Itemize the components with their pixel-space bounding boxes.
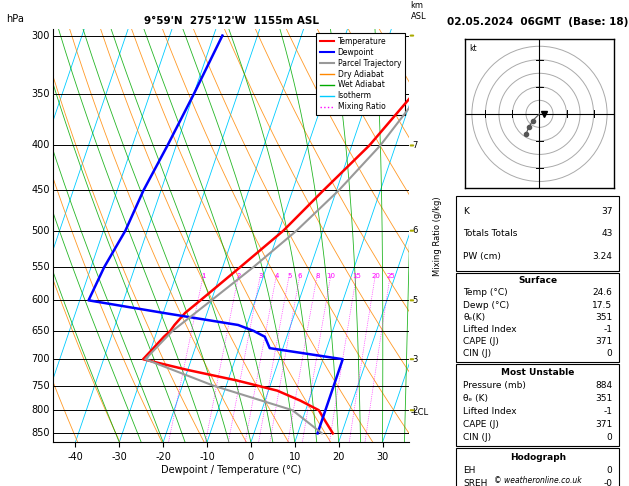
Text: 0: 0 (607, 466, 613, 475)
Text: 37: 37 (601, 207, 613, 216)
Text: CIN (J): CIN (J) (463, 349, 491, 358)
Text: kt: kt (469, 44, 477, 52)
Text: θₑ(K): θₑ(K) (463, 313, 485, 322)
Text: Surface: Surface (518, 277, 557, 285)
Text: 350: 350 (31, 89, 50, 100)
Text: 600: 600 (31, 295, 50, 305)
Text: EH: EH (463, 466, 476, 475)
Text: 24.6: 24.6 (593, 289, 613, 297)
Text: 371: 371 (595, 420, 613, 429)
Text: 25: 25 (386, 274, 395, 279)
Text: 3: 3 (259, 274, 263, 279)
Text: -5: -5 (411, 296, 419, 305)
Text: 800: 800 (31, 405, 50, 415)
Text: Totals Totals: Totals Totals (463, 229, 518, 238)
Text: 500: 500 (31, 226, 50, 236)
Text: Mixing Ratio (g/kg): Mixing Ratio (g/kg) (433, 196, 442, 276)
Text: -7: -7 (411, 141, 419, 150)
Text: θₑ (K): θₑ (K) (463, 394, 488, 403)
Text: -3: -3 (411, 355, 419, 364)
Text: 43: 43 (601, 229, 613, 238)
Text: 850: 850 (31, 428, 50, 438)
Bar (456, 273, 620, 362)
Text: 5: 5 (287, 274, 292, 279)
Text: 351: 351 (595, 313, 613, 322)
Text: Lifted Index: Lifted Index (463, 407, 516, 416)
Text: © weatheronline.co.uk: © weatheronline.co.uk (494, 476, 582, 485)
Text: -1: -1 (603, 407, 613, 416)
Text: 550: 550 (31, 262, 50, 272)
Text: 650: 650 (31, 326, 50, 336)
Text: -0: -0 (603, 479, 613, 486)
Legend: Temperature, Dewpoint, Parcel Trajectory, Dry Adiabat, Wet Adiabat, Isotherm, Mi: Temperature, Dewpoint, Parcel Trajectory… (316, 33, 405, 115)
Text: 2: 2 (237, 274, 241, 279)
Text: hPa: hPa (6, 14, 24, 24)
Text: CAPE (J): CAPE (J) (463, 337, 499, 346)
Text: 300: 300 (31, 31, 50, 40)
Text: 750: 750 (31, 381, 50, 391)
Text: PW (cm): PW (cm) (463, 252, 501, 260)
Text: 6: 6 (298, 274, 303, 279)
Text: Hodograph: Hodograph (509, 452, 566, 462)
Text: 0: 0 (607, 349, 613, 358)
Text: km
ASL: km ASL (411, 1, 426, 21)
Text: 20: 20 (371, 274, 380, 279)
Text: CIN (J): CIN (J) (463, 434, 491, 442)
Text: 400: 400 (31, 140, 50, 151)
Text: Temp (°C): Temp (°C) (463, 289, 508, 297)
Text: Pressure (mb): Pressure (mb) (463, 381, 526, 390)
Text: -LCL: -LCL (411, 408, 429, 417)
Text: 884: 884 (596, 381, 613, 390)
Text: -2: -2 (411, 406, 419, 415)
Text: 4: 4 (274, 274, 279, 279)
X-axis label: Dewpoint / Temperature (°C): Dewpoint / Temperature (°C) (161, 465, 301, 475)
Text: 700: 700 (31, 354, 50, 364)
Bar (456, 449, 620, 486)
Text: 02.05.2024  06GMT  (Base: 18): 02.05.2024 06GMT (Base: 18) (447, 17, 628, 27)
Text: 371: 371 (595, 337, 613, 346)
Title: 9°59'N  275°12'W  1155m ASL: 9°59'N 275°12'W 1155m ASL (143, 16, 319, 26)
Text: 10: 10 (326, 274, 335, 279)
Text: 17.5: 17.5 (593, 301, 613, 310)
Text: CAPE (J): CAPE (J) (463, 420, 499, 429)
Bar (456, 364, 620, 446)
Text: Most Unstable: Most Unstable (501, 368, 574, 377)
Text: 3.24: 3.24 (593, 252, 613, 260)
Text: Dewp (°C): Dewp (°C) (463, 301, 509, 310)
Text: 1: 1 (201, 274, 206, 279)
Text: 15: 15 (352, 274, 361, 279)
Text: Lifted Index: Lifted Index (463, 325, 516, 334)
Text: 0: 0 (607, 434, 613, 442)
Text: K: K (463, 207, 469, 216)
Text: SREH: SREH (463, 479, 487, 486)
Text: 450: 450 (31, 186, 50, 195)
Text: 351: 351 (595, 394, 613, 403)
Bar (456, 196, 620, 271)
Text: 8: 8 (315, 274, 320, 279)
Text: -1: -1 (603, 325, 613, 334)
Text: -6: -6 (411, 226, 419, 235)
